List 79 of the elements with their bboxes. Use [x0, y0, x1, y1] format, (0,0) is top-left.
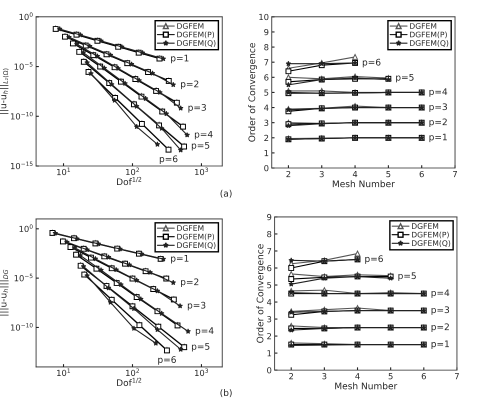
- annotation: p=2: [432, 323, 449, 332]
- y-tick-label: 10$^{−15}$: [10, 162, 33, 170]
- x-tick-label: 3: [320, 170, 324, 178]
- annotation: p=5: [398, 272, 416, 281]
- annotation: p=1: [432, 340, 449, 349]
- x-tick-label: 10$^{3}$: [195, 168, 208, 176]
- y-tick-label: 10$^{0}$: [20, 224, 33, 232]
- y-tick-label: 2: [264, 134, 268, 141]
- x-tick-label: 7: [453, 171, 457, 178]
- y-tick-label: 10$^{−10}$: [10, 112, 33, 120]
- annotation: p=6: [158, 356, 176, 365]
- x-tick-label: 4: [355, 373, 360, 380]
- text: (a): [220, 190, 232, 198]
- annotation: p=1: [171, 54, 188, 64]
- y-tick-label: 7: [267, 248, 272, 254]
- y-tick-label: 1: [267, 350, 272, 356]
- x-tick-label: 4: [352, 171, 358, 178]
- annotation: p=2: [181, 80, 198, 90]
- annotation: p=6: [365, 255, 383, 264]
- x-tick-label: 5: [386, 171, 390, 178]
- annotation: p=3: [432, 306, 450, 315]
- y-tick-label: 10$^{−5}$: [14, 62, 32, 70]
- y-axis-title: Order of Convergence: [248, 43, 257, 142]
- y-tick-label: 0: [264, 165, 268, 172]
- y-tick-label: 6: [264, 74, 268, 81]
- x-axis-title: Mesh Number: [335, 382, 398, 390]
- y-tick-label: 3: [267, 316, 272, 322]
- x-tick-label: 2: [289, 373, 294, 380]
- x-tick-label: 10$^{2}$: [126, 368, 139, 376]
- y-tick-label: 9: [267, 214, 272, 220]
- x-tick-label: 10$^{3}$: [195, 368, 208, 376]
- y-tick-label: 10: [259, 14, 268, 20]
- annotation: p=5: [396, 74, 414, 82]
- annotation: p=4: [429, 88, 448, 97]
- annotation: p=3: [429, 103, 447, 112]
- annotation: p=4: [432, 289, 450, 298]
- y-tick-label: 0: [267, 367, 272, 374]
- y-tick-label: 10$^{0}$: [20, 12, 33, 20]
- y-tick-label: 1: [264, 150, 268, 156]
- x-tick-label: 10$^{1}$: [57, 168, 70, 176]
- x-tick-label: 6: [420, 170, 424, 178]
- annotation: p=5: [192, 142, 210, 150]
- annotation: p=3: [188, 302, 206, 310]
- annotation: p=2: [181, 278, 198, 287]
- annotation: p=1: [429, 134, 447, 142]
- y-tick-label: 9: [264, 28, 268, 36]
- y-tick-label: 8: [264, 44, 268, 50]
- text: (b): [220, 389, 232, 398]
- y-axis-title: Order of Convergence: [256, 244, 266, 343]
- annotation: p=4: [196, 327, 214, 336]
- x-tick-label: 7: [454, 373, 459, 380]
- annotation: p=6: [160, 155, 178, 164]
- annotation: p=1: [171, 255, 188, 264]
- y-tick-label: 8: [267, 230, 272, 238]
- annotation: p=4: [194, 130, 213, 140]
- y-tick-label: 4: [264, 104, 269, 111]
- annotation: p=6: [362, 58, 380, 68]
- x-axis-title: Mesh Number: [332, 180, 395, 188]
- x-tick-label: 10$^{2}$: [126, 168, 139, 176]
- annotation: p=2: [429, 118, 447, 128]
- y-tick-label: 5: [264, 90, 268, 96]
- x-tick-label: 5: [388, 373, 393, 380]
- x-tick-label: 3: [322, 373, 326, 380]
- y-tick-label: 10$^{−5}$: [14, 274, 32, 282]
- y-axis-title: |||u-u$_{h}$|||$_{DG}$: [0, 270, 9, 316]
- y-tick-label: 2: [267, 333, 272, 340]
- y-tick-label: 3: [264, 120, 268, 126]
- y-tick-label: 4: [266, 299, 272, 306]
- x-tick-label: 6: [422, 373, 426, 380]
- x-axis-title: Dof$^{1/2}$: [117, 378, 142, 386]
- y-tick-label: 10$^{−10}$: [10, 323, 33, 331]
- y-tick-label: 6: [267, 264, 272, 272]
- annotation: p=3: [188, 104, 206, 113]
- y-tick-label: 5: [267, 282, 272, 288]
- y-tick-label: 7: [264, 59, 268, 66]
- x-axis-title: Dof$^{1/2}$: [117, 176, 142, 186]
- annotation: p=5: [192, 343, 210, 352]
- x-tick-label: 10$^{1}$: [57, 368, 70, 376]
- x-tick-label: 2: [286, 170, 290, 178]
